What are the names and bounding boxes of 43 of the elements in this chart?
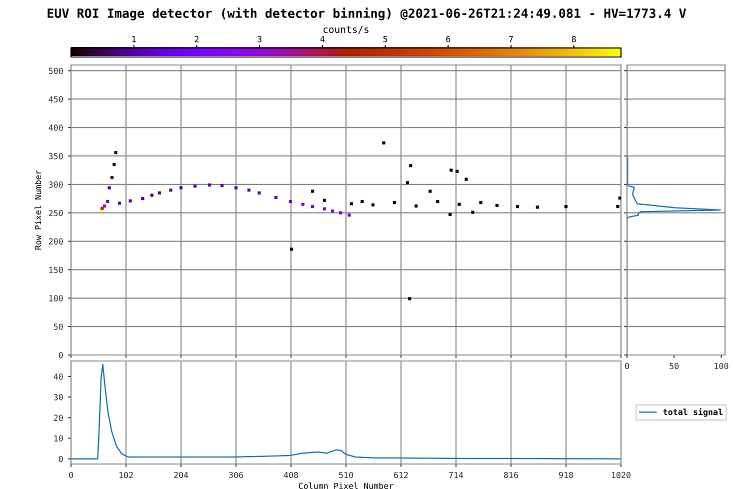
y-tick-label: 10 [54,435,63,442]
y-tick-label: 450 [48,96,63,102]
x-tick-label: 102 [119,472,133,478]
y-tick-label: 20 [54,414,63,421]
y-tick-label: 200 [48,238,63,245]
x-tick-label: 50 [670,362,679,370]
y-tick-label: 40 [54,373,63,380]
x-tick-label: 918 [558,472,573,478]
y-axis-title: Row Pixel Number [34,170,42,250]
x-tick-label: 612 [394,472,408,478]
x-tick-label: 1020 [612,472,630,478]
x-tick-label: 306 [229,472,243,478]
color-bar-label: 4 [320,36,325,42]
color-bar-label: 7 [509,36,513,42]
color-bar-label: 1 [132,36,136,42]
y-tick-label: 350 [48,152,63,160]
color-bar-label: 3 [258,36,262,42]
x-tick-label: 0 [625,362,629,370]
x-tick-label: 408 [284,472,298,478]
y-tick-label: 250 [48,210,63,216]
x-tick-label: 100 [714,362,728,370]
color-bar-label: 5 [383,36,388,42]
x-tick-label: 0 [69,472,73,478]
y-tick-label: 0 [58,352,63,358]
legend-label: total signal [663,408,722,417]
color-bar-label: 8 [572,36,576,42]
y-tick-label: 0 [58,456,63,462]
x-tick-label: 816 [504,472,518,478]
y-tick-label: 400 [48,124,63,131]
x-tick-label: 714 [449,472,464,478]
y-tick-label: 100 [49,295,63,302]
color-bar-label: 2 [194,36,199,42]
y-tick-label: 50 [54,324,63,330]
y-tick-label: 300 [48,181,63,188]
chart-title: EUV ROI Image detector (with detector binning) @2021-06-26T21:24:49.081 - HV=1773.4 V [48,8,686,20]
y-tick-label: 150 [49,266,63,274]
x-axis-title: Column Pixel Number [298,482,394,489]
y-tick-label: 500 [48,68,63,74]
x-tick-label: 204 [174,472,188,478]
y-tick-label: 30 [54,394,63,400]
color-bar-label: 6 [446,36,450,42]
color-bar-title: counts/s [324,26,368,34]
x-tick-label: 510 [339,472,353,478]
